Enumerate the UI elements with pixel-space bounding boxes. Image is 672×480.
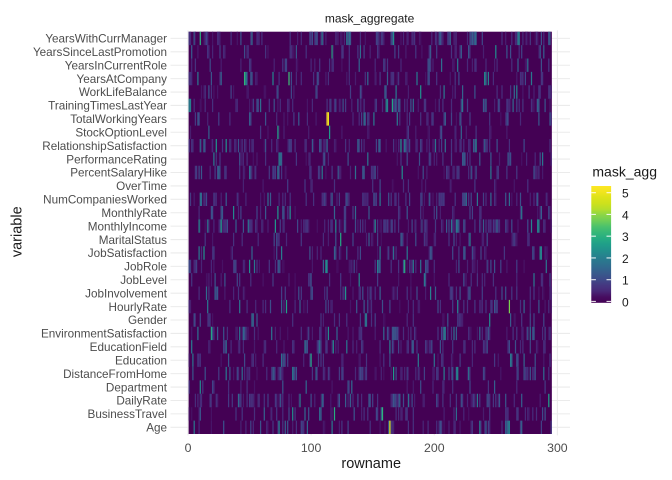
svg-text:TotalWorkingYears: TotalWorkingYears xyxy=(70,113,167,126)
svg-text:TrainingTimesLastYear: TrainingTimesLastYear xyxy=(48,100,167,113)
svg-text:0: 0 xyxy=(622,295,629,309)
svg-text:Education: Education xyxy=(115,354,167,367)
svg-text:BusinessTravel: BusinessTravel xyxy=(88,408,167,421)
svg-text:MaritalStatus: MaritalStatus xyxy=(99,234,167,247)
svg-text:Gender: Gender xyxy=(128,314,167,327)
svg-text:2: 2 xyxy=(622,252,629,266)
svg-text:Department: Department xyxy=(106,381,168,394)
svg-text:300: 300 xyxy=(547,441,568,455)
svg-text:JobSatisfaction: JobSatisfaction xyxy=(88,247,167,260)
svg-text:variable: variable xyxy=(10,206,26,257)
svg-text:YearsAtCompany: YearsAtCompany xyxy=(76,73,167,86)
svg-text:0: 0 xyxy=(185,441,192,455)
svg-text:YearsSinceLastPromotion: YearsSinceLastPromotion xyxy=(33,46,167,59)
svg-text:PercentSalaryHike: PercentSalaryHike xyxy=(70,167,167,180)
svg-text:mask_aggregate: mask_aggregate xyxy=(325,12,415,26)
svg-text:MonthlyIncome: MonthlyIncome xyxy=(88,220,167,233)
svg-text:5: 5 xyxy=(622,187,629,201)
svg-text:RelationshipSatisfaction: RelationshipSatisfaction xyxy=(42,140,167,153)
svg-text:mask_agg: mask_agg xyxy=(592,164,657,180)
svg-text:YearsInCurrentRole: YearsInCurrentRole xyxy=(65,59,167,72)
svg-text:JobInvolvement: JobInvolvement xyxy=(85,287,168,300)
svg-text:rowname: rowname xyxy=(341,456,401,472)
svg-text:Age: Age xyxy=(146,421,167,434)
svg-text:YearsWithCurrManager: YearsWithCurrManager xyxy=(45,33,167,46)
svg-text:EnvironmentSatisfaction: EnvironmentSatisfaction xyxy=(41,328,167,341)
svg-text:PerformanceRating: PerformanceRating xyxy=(66,153,167,166)
svg-text:HourlyRate: HourlyRate xyxy=(109,301,167,314)
svg-text:DistanceFromHome: DistanceFromHome xyxy=(63,368,167,381)
svg-text:MonthlyRate: MonthlyRate xyxy=(101,207,167,220)
svg-text:JobRole: JobRole xyxy=(124,261,167,274)
svg-text:3: 3 xyxy=(622,230,629,244)
svg-text:1: 1 xyxy=(622,274,629,288)
svg-text:WorkLifeBalance: WorkLifeBalance xyxy=(79,86,167,99)
svg-text:100: 100 xyxy=(301,441,322,455)
svg-text:StockOptionLevel: StockOptionLevel xyxy=(75,126,167,139)
svg-text:NumCompaniesWorked: NumCompaniesWorked xyxy=(43,194,167,207)
svg-text:EducationField: EducationField xyxy=(90,341,167,354)
svg-text:200: 200 xyxy=(424,441,445,455)
svg-text:4: 4 xyxy=(622,208,629,222)
svg-text:DailyRate: DailyRate xyxy=(116,395,167,408)
svg-text:OverTime: OverTime xyxy=(116,180,167,193)
svg-text:JobLevel: JobLevel xyxy=(120,274,167,287)
